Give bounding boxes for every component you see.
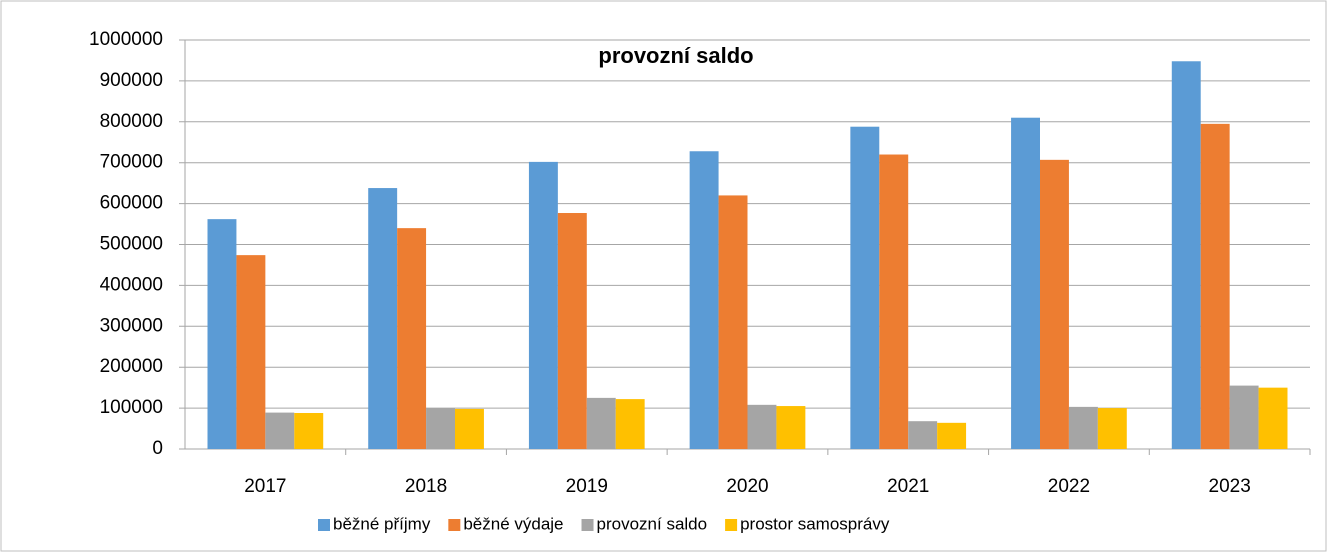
legend-label: prostor samosprávy	[740, 514, 890, 533]
bar	[908, 421, 938, 449]
bar	[850, 126, 880, 449]
y-tick-label: 100000	[100, 397, 163, 418]
y-tick-label: 0	[152, 438, 163, 459]
x-tick-label: 2017	[244, 476, 286, 497]
legend-label: provozní saldo	[597, 514, 708, 533]
bar	[689, 151, 719, 450]
bar	[586, 397, 616, 449]
bar	[294, 413, 324, 449]
y-tick-label: 1000000	[89, 29, 163, 50]
legend-label: běžné výdaje	[463, 514, 563, 533]
bar	[528, 161, 558, 449]
bar	[207, 219, 237, 449]
bar	[1011, 117, 1040, 450]
bar	[455, 408, 484, 449]
bar	[1068, 406, 1098, 449]
x-tick-label: 2021	[887, 476, 929, 497]
x-tick-label: 2018	[405, 476, 447, 497]
bar	[776, 406, 806, 449]
legend-swatch	[725, 519, 738, 531]
bar	[747, 404, 777, 449]
bar	[265, 412, 295, 449]
legend-label: běžné příjmy	[333, 514, 431, 533]
x-tick-label: 2019	[566, 476, 608, 497]
chart-title: provozní saldo	[598, 43, 753, 68]
legend-swatch	[448, 519, 461, 531]
bar	[397, 228, 427, 449]
y-tick-label: 400000	[100, 274, 163, 295]
bar	[426, 408, 455, 449]
y-tick-label: 900000	[100, 70, 163, 91]
bar	[557, 213, 587, 449]
y-tick-label: 600000	[100, 193, 163, 214]
bar	[1200, 123, 1230, 449]
x-tick-label: 2020	[726, 476, 768, 497]
bar	[1258, 387, 1288, 449]
y-tick-label: 300000	[100, 315, 163, 336]
y-tick-label: 700000	[100, 152, 163, 173]
bar	[1171, 61, 1201, 449]
bar	[1229, 385, 1259, 449]
bar	[937, 422, 967, 449]
bar	[879, 154, 909, 449]
legend-swatch	[318, 519, 330, 531]
y-tick-label: 500000	[100, 234, 163, 255]
bar	[615, 399, 645, 449]
bar	[236, 255, 266, 449]
x-tick-label: 2022	[1048, 476, 1090, 497]
y-tick-label: 800000	[100, 111, 163, 132]
legend-swatch	[581, 519, 594, 531]
bar	[1040, 159, 1069, 449]
y-tick-label: 200000	[100, 356, 163, 377]
bar	[718, 195, 748, 449]
bar	[1097, 408, 1127, 449]
x-tick-label: 2023	[1209, 476, 1251, 497]
bar	[368, 188, 398, 450]
